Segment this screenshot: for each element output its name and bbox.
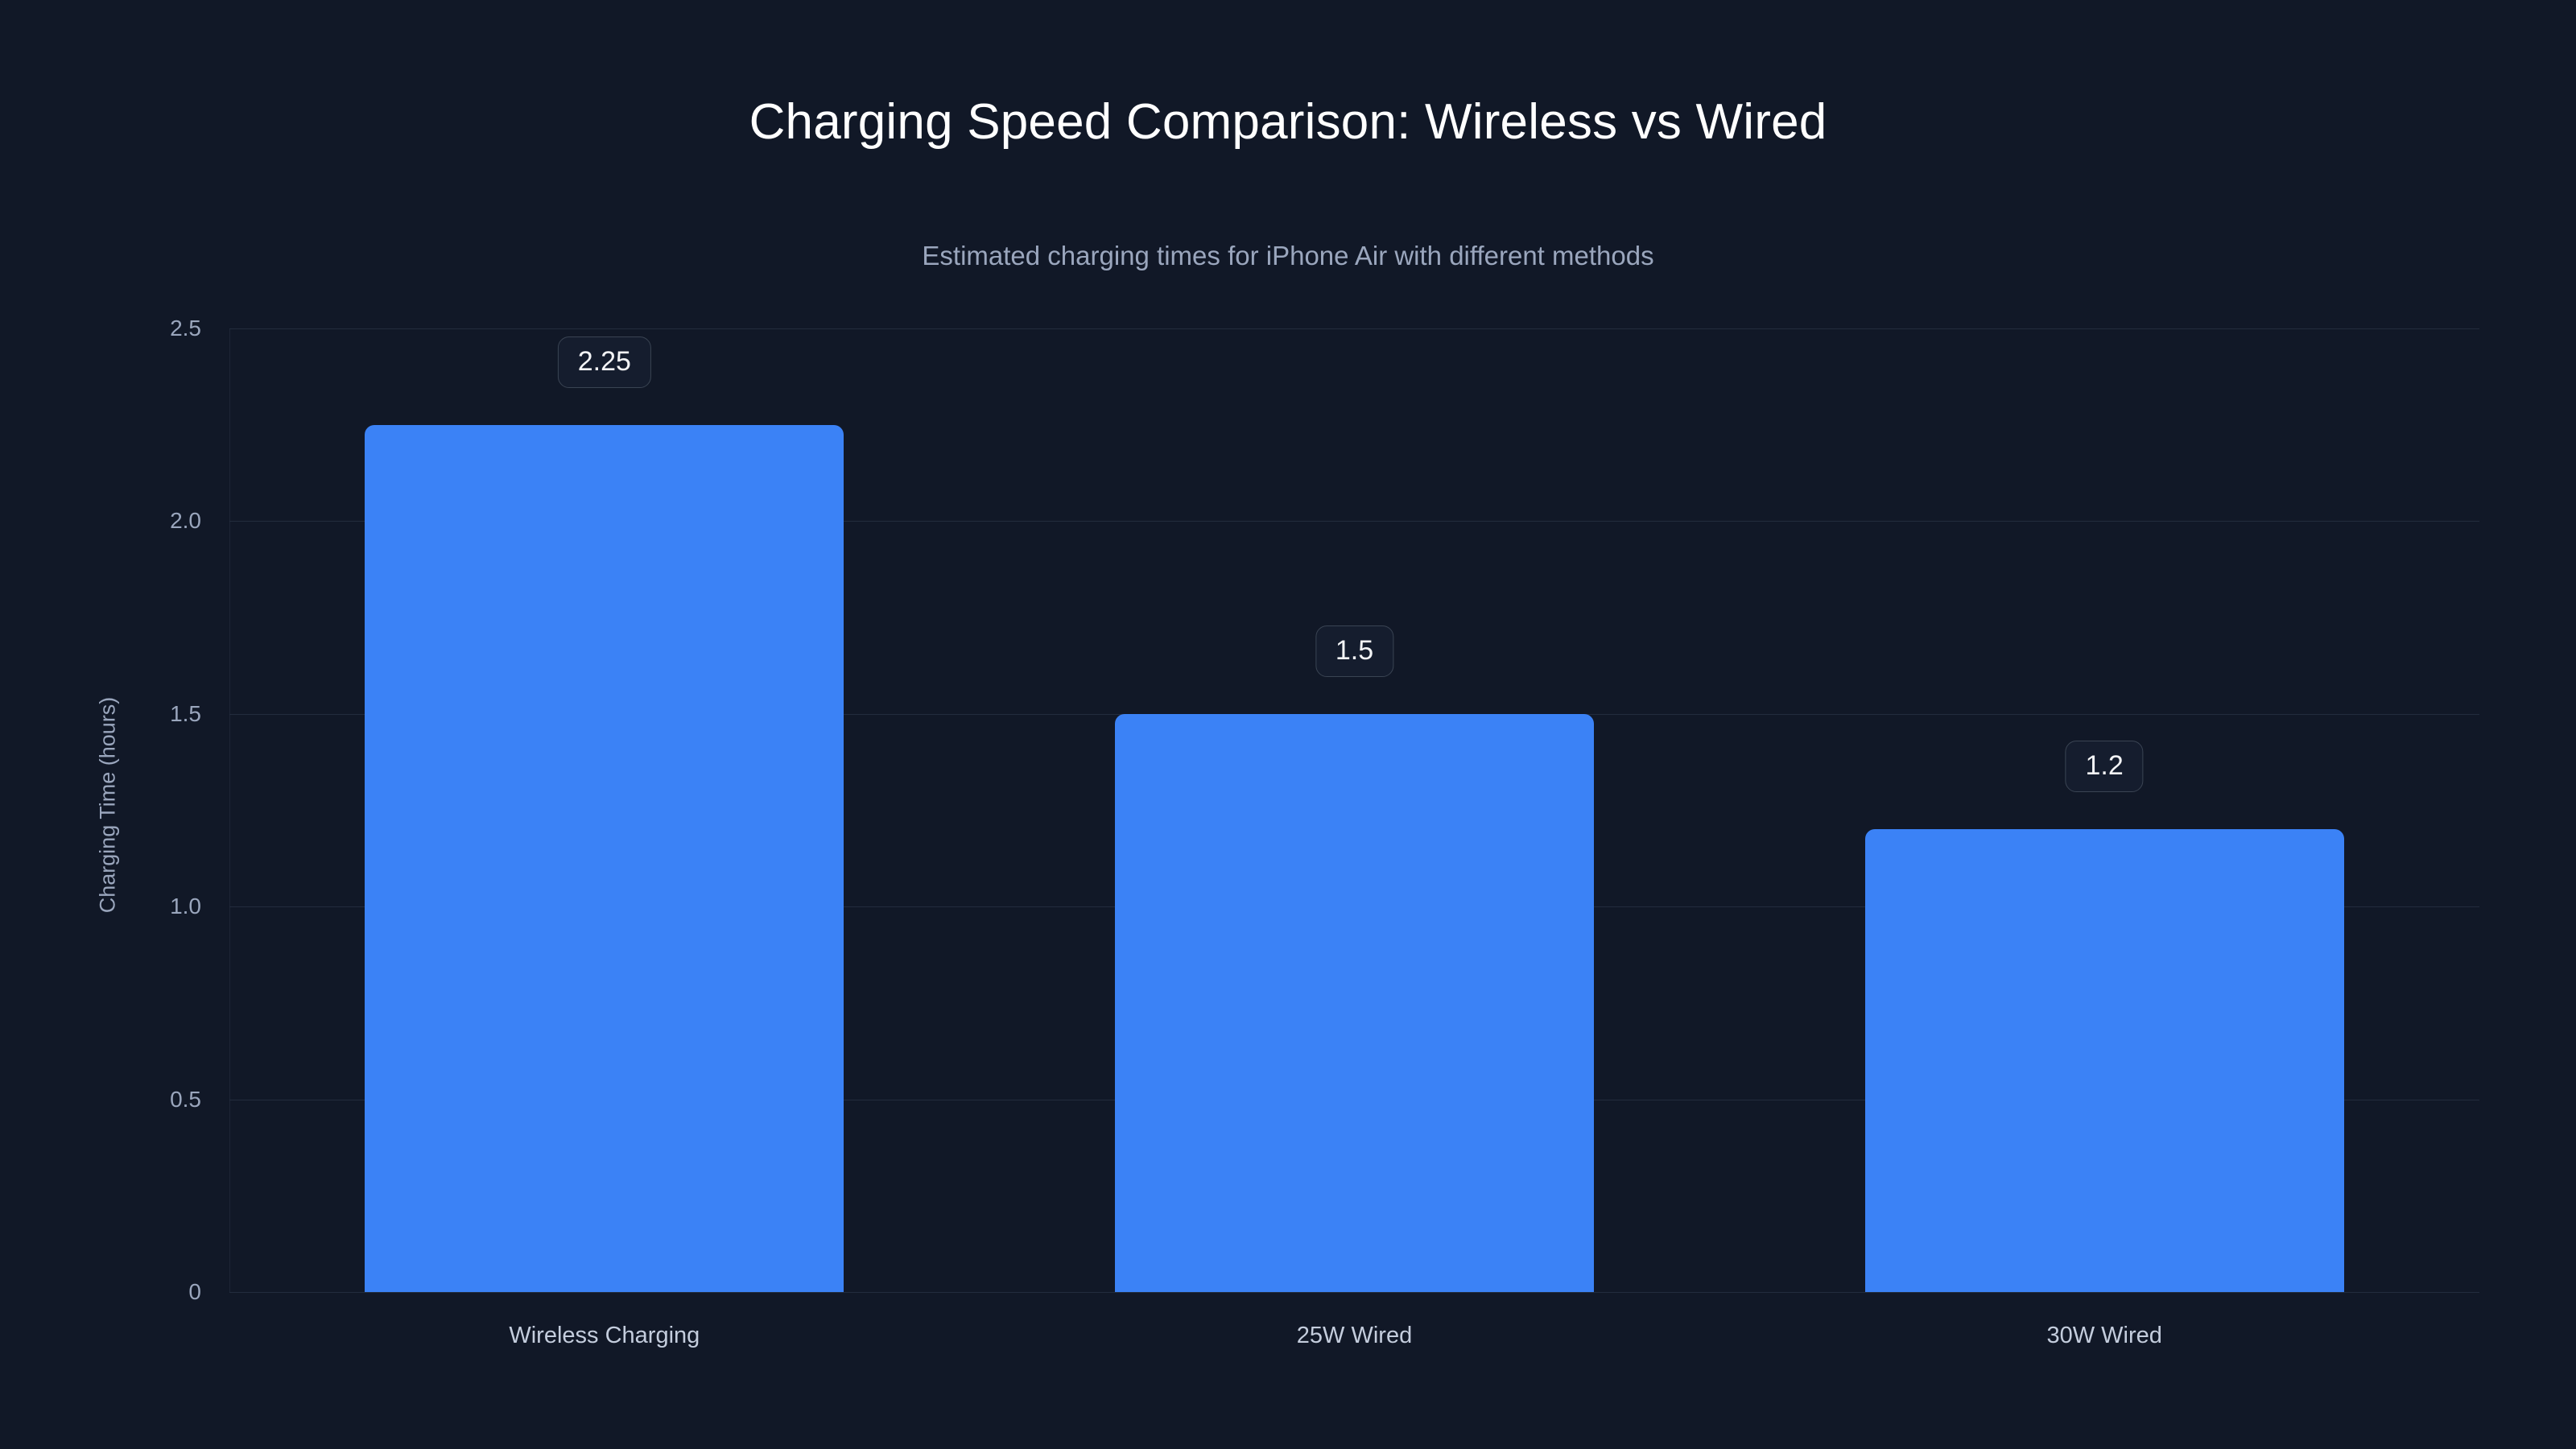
chart-subtitle: Estimated charging times for iPhone Air …: [922, 241, 1654, 270]
y-axis-line: [229, 328, 230, 1293]
x-axis-category-label: 30W Wired: [2046, 1323, 2162, 1348]
y-axis-tick-label: 1.0: [170, 894, 201, 919]
plot-area: [229, 328, 2479, 1293]
x-axis-category-label: Wireless Charging: [509, 1323, 700, 1348]
bar[interactable]: [365, 424, 844, 1292]
y-axis-tick-label: 2.0: [170, 508, 201, 534]
bar[interactable]: [1864, 829, 2344, 1292]
gridline: [229, 1292, 2479, 1293]
bar-value-label: 1.2: [2065, 741, 2144, 793]
y-axis-tick-label: 0: [188, 1279, 201, 1304]
chart-title: Charging Speed Comparison: Wireless vs W…: [749, 94, 1827, 150]
bar[interactable]: [1115, 713, 1594, 1292]
y-axis-tick-label: 2.5: [170, 316, 201, 341]
bar-value-label: 2.25: [557, 336, 651, 388]
gridline: [229, 328, 2479, 329]
y-axis-tick-label: 0.5: [170, 1086, 201, 1112]
gridline: [229, 521, 2479, 522]
x-axis-category-label: 25W Wired: [1296, 1323, 1413, 1348]
bar-value-label: 1.5: [1315, 625, 1394, 677]
y-axis-tick-label: 1.5: [170, 700, 201, 726]
